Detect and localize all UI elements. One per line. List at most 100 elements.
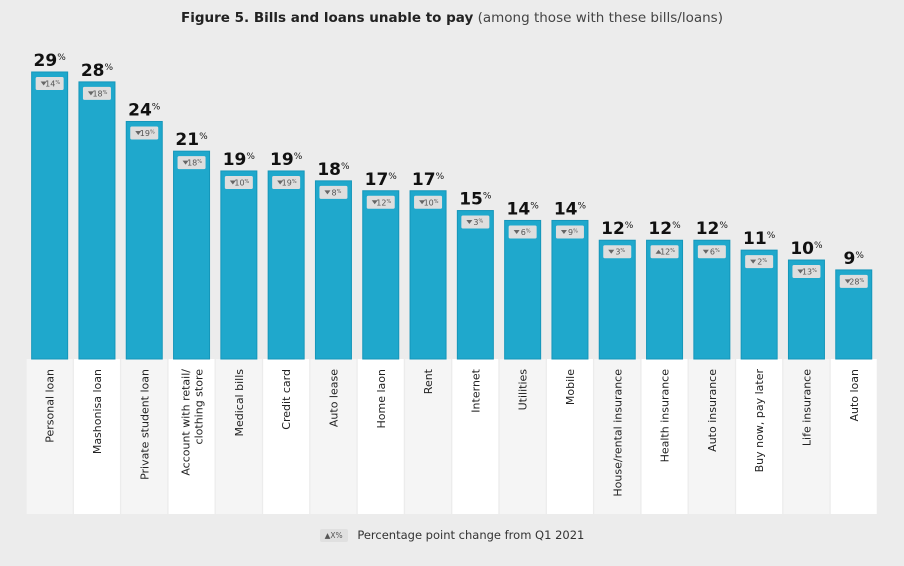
legend: ▲X% Percentage point change from Q1 2021 [0, 528, 904, 542]
change-value: 19% [140, 129, 155, 138]
change-value: 9% [568, 228, 578, 237]
chart-title-sub: (among those with these bills/loans) [477, 10, 723, 26]
arrow-down-icon [513, 229, 520, 234]
bar [267, 170, 305, 360]
change-chip [508, 225, 537, 239]
category-label: Auto lease [327, 369, 340, 427]
change-chip [603, 245, 632, 259]
category-label: Life insurance [800, 369, 813, 446]
label-band [736, 359, 783, 514]
change-value: 13% [802, 268, 817, 277]
change-value: 28% [849, 277, 864, 286]
value-label: 17% [412, 170, 445, 190]
category-label: Auto insurance [706, 369, 719, 452]
arrow-down-icon [844, 279, 851, 284]
category-label: Private student loan [138, 369, 151, 480]
arrow-down-icon [797, 269, 804, 274]
arrow-down-icon [702, 249, 709, 254]
label-bands [26, 359, 877, 514]
chart-title: Figure 5. Bills and loans unable to pay … [0, 10, 904, 26]
change-chip [366, 195, 395, 209]
change-value: 3% [473, 218, 483, 227]
value-label: 17% [365, 170, 398, 190]
bars [31, 71, 873, 360]
category-label: Medical bills [233, 369, 246, 437]
change-chip [319, 185, 348, 199]
value-label: 14% [507, 199, 540, 219]
category-label: Auto loan [848, 369, 861, 422]
arrow-down-icon [750, 259, 757, 264]
value-label: 9% [844, 249, 865, 269]
bar [314, 180, 352, 360]
label-band [594, 359, 641, 514]
arrow-down-icon [277, 180, 284, 185]
change-chip [555, 225, 584, 239]
value-label: 19% [270, 150, 303, 170]
label-band [499, 359, 546, 514]
legend-text: Percentage point change from Q1 2021 [357, 528, 585, 542]
label-band [641, 359, 688, 514]
change-value: 3% [615, 248, 625, 257]
change-value: 2% [757, 258, 767, 267]
arrow-down-icon [560, 229, 567, 234]
arrow-down-icon [419, 200, 426, 205]
category-label: Rent [422, 368, 435, 394]
category-label: House/rental insurance [611, 369, 624, 497]
change-chip [177, 156, 206, 170]
value-label: 14% [554, 199, 587, 219]
arrow-up-icon [655, 249, 662, 254]
label-band [26, 359, 73, 514]
category-label: Health insurance [659, 369, 672, 463]
change-chip [792, 265, 821, 279]
change-value: 6% [521, 228, 531, 237]
bar [78, 81, 116, 360]
arrow-down-icon [371, 200, 378, 205]
arrow-down-icon [608, 249, 615, 254]
label-band [215, 359, 262, 514]
value-label: 10% [790, 239, 823, 259]
category-label: Utilities [517, 369, 530, 411]
value-label: 18% [317, 160, 350, 180]
bar [456, 210, 494, 360]
label-band [357, 359, 404, 514]
change-value: 12% [660, 248, 675, 257]
label-band [783, 359, 830, 514]
label-band [452, 359, 499, 514]
change-chip [224, 175, 253, 189]
change-value: 10% [424, 198, 439, 207]
label-band [168, 359, 215, 514]
category-labels: Personal loan Mashonisa loan Private stude… [44, 368, 861, 496]
change-value: 18% [187, 159, 202, 168]
arrow-down-icon [182, 160, 189, 165]
change-chip [130, 126, 159, 140]
label-band [688, 359, 735, 514]
arrow-down-icon [466, 220, 473, 225]
change-value: 6% [710, 248, 720, 257]
change-chip [272, 175, 301, 189]
label-band [263, 359, 310, 514]
bar [646, 239, 684, 360]
arrow-down-icon [135, 130, 142, 135]
value-label: 12% [648, 219, 681, 239]
category-label: Credit card [280, 369, 293, 430]
label-band [546, 359, 593, 514]
change-chip [839, 274, 868, 288]
category-label: Account with retail/clothing store [180, 369, 206, 476]
label-band [73, 359, 120, 514]
label-band [310, 359, 357, 514]
change-chip [414, 195, 443, 209]
category-label: Buy now, pay later [753, 369, 766, 473]
category-label: Mobile [564, 369, 577, 405]
bar [362, 190, 400, 360]
bar [125, 120, 163, 360]
change-chip [35, 77, 64, 90]
change-chip [82, 86, 111, 100]
chart-title-main: Figure 5. Bills and loans unable to pay [181, 10, 474, 26]
change-value: 14% [45, 80, 60, 89]
label-band [830, 359, 877, 514]
bar [693, 239, 731, 360]
arrow-down-icon [40, 81, 47, 86]
bar [551, 219, 589, 360]
value-label: 12% [696, 219, 729, 239]
